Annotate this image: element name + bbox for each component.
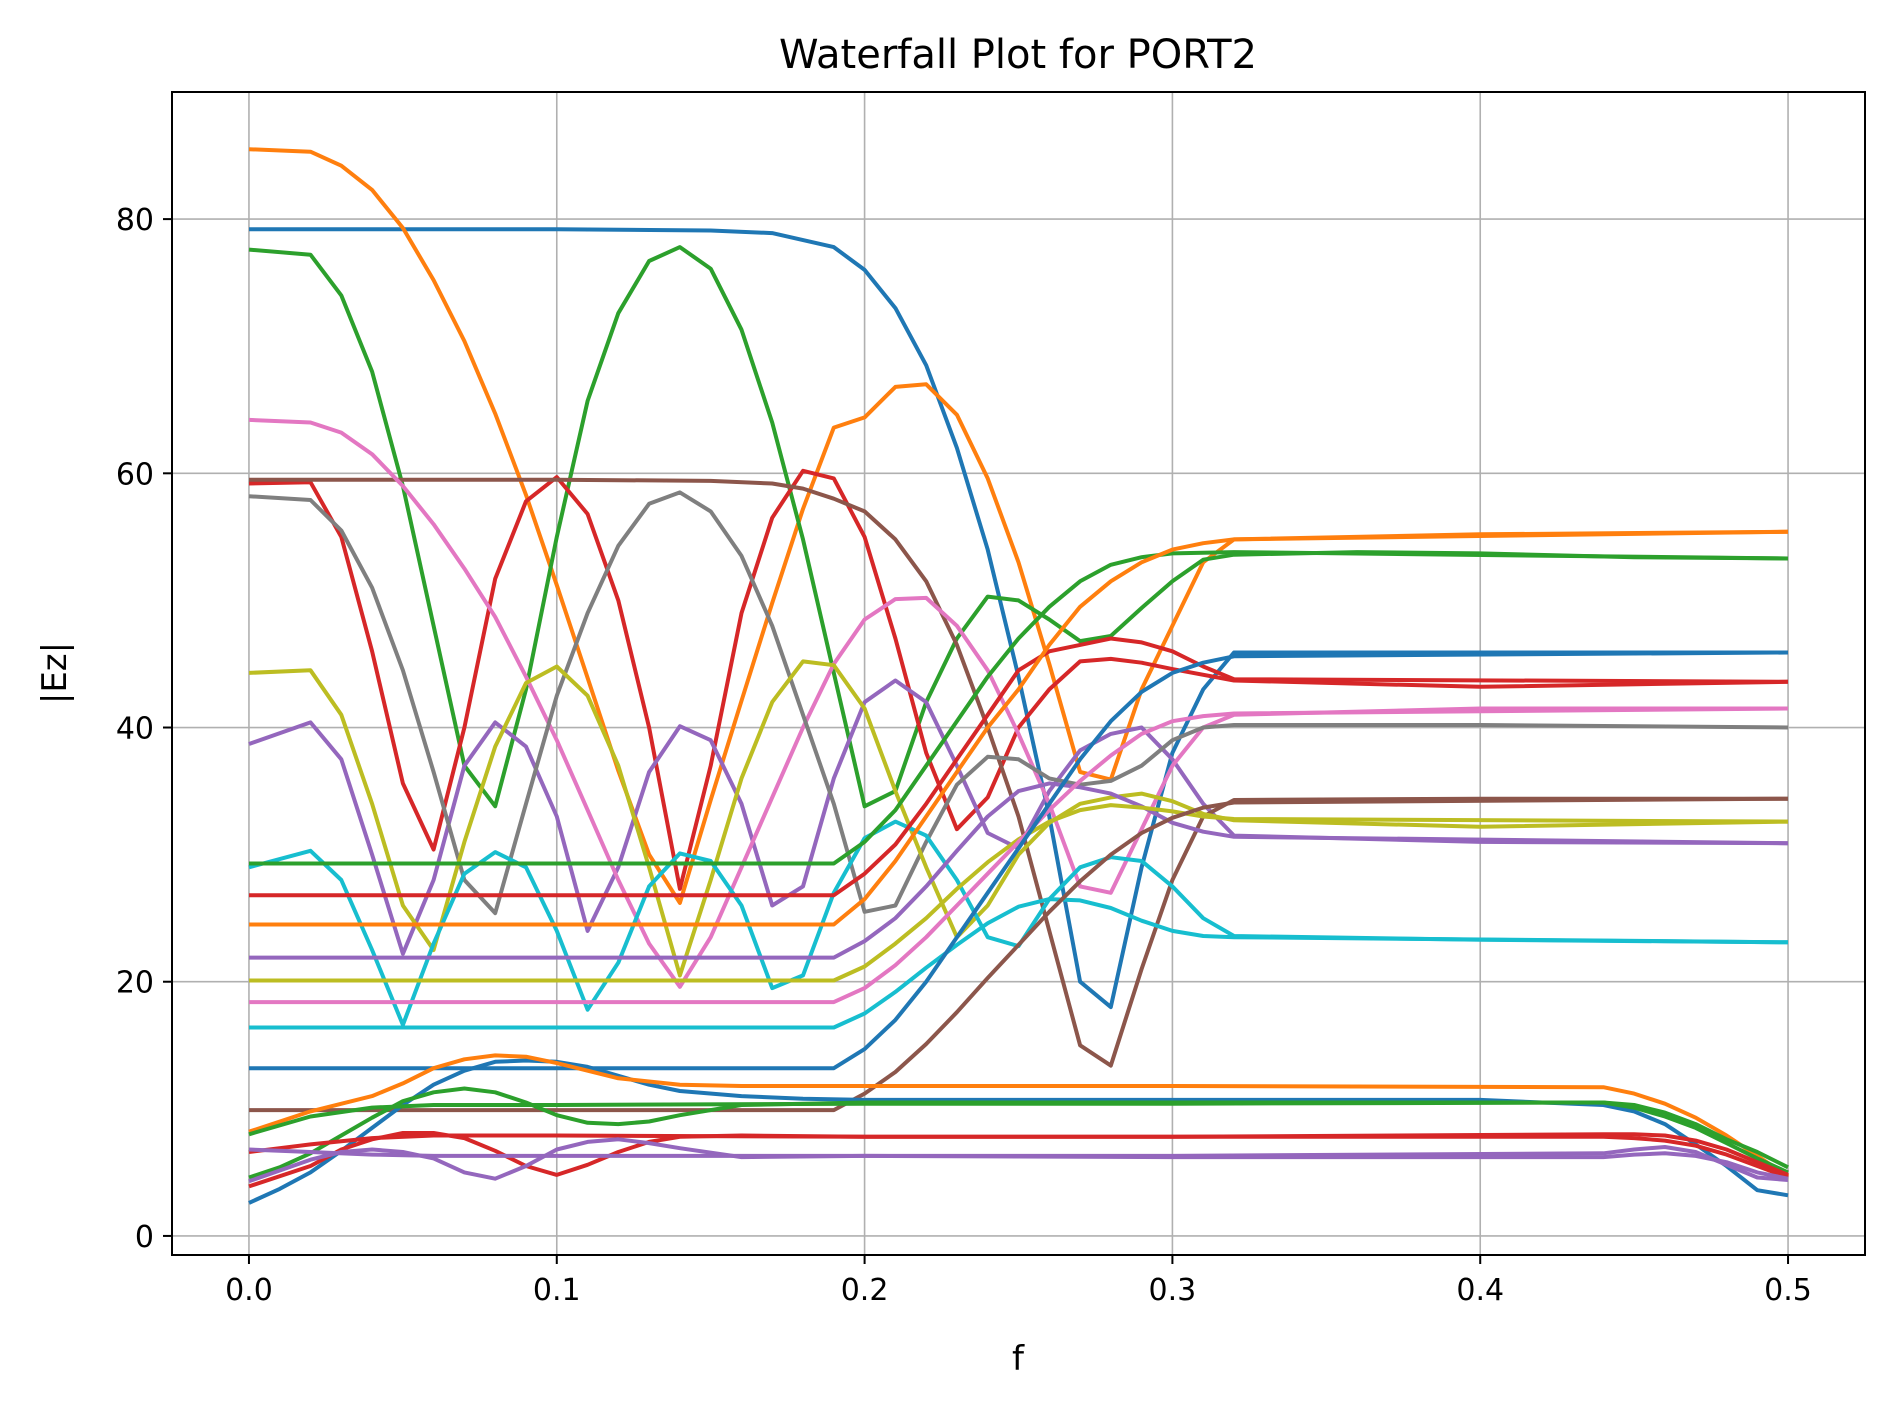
series-line-8 [248, 490, 1789, 916]
series-line-27 [248, 1147, 1789, 1181]
x-tick-label: 0.4 [1456, 1273, 1504, 1308]
series-line-1 [249, 227, 1788, 1010]
series-line-20 [248, 1058, 1789, 1205]
y-tick-label: 20 [116, 966, 154, 1001]
y-axis: 0 20 40 60 80 [116, 203, 172, 1255]
x-tick-label: 0.3 [1149, 1273, 1197, 1308]
y-tick-label: 60 [116, 457, 154, 492]
series-line-2 [248, 147, 1789, 905]
x-axis: 0.0 0.1 0.2 0.3 0.4 0.5 [225, 1255, 1812, 1308]
y-tick-label: 40 [116, 712, 154, 747]
series-line-3 [248, 245, 1789, 809]
series-line-15 [249, 803, 1789, 983]
x-tick-label: 0.1 [533, 1273, 581, 1308]
series-line-23 [248, 1100, 1789, 1175]
series-line-24 [248, 1131, 1789, 1189]
series-line-17 [249, 897, 1789, 1030]
x-tick-label: 0.5 [1764, 1273, 1812, 1308]
x-tick-label: 0.0 [225, 1273, 273, 1308]
y-tick-label: 0 [135, 1220, 154, 1255]
series-line-26 [248, 1137, 1789, 1184]
series-layer [248, 147, 1790, 1205]
plot-frame [171, 91, 1866, 1256]
series-line-12 [249, 636, 1789, 898]
series-line-7 [248, 417, 1788, 989]
series-line-13 [249, 529, 1789, 927]
series-line-14 [249, 781, 1789, 960]
series-line-18 [249, 650, 1789, 1071]
y-axis-label: |Ez| [35, 642, 75, 704]
x-tick-label: 0.2 [841, 1273, 889, 1308]
series-line-19 [249, 796, 1789, 1113]
series-line-22 [248, 1086, 1789, 1180]
series-line-21 [248, 1053, 1790, 1178]
chart-title: Waterfall Plot for PORT2 [779, 32, 1257, 78]
series-line-25 [248, 1133, 1789, 1180]
x-axis-label: f [1012, 1339, 1025, 1379]
y-tick-label: 80 [116, 203, 154, 238]
